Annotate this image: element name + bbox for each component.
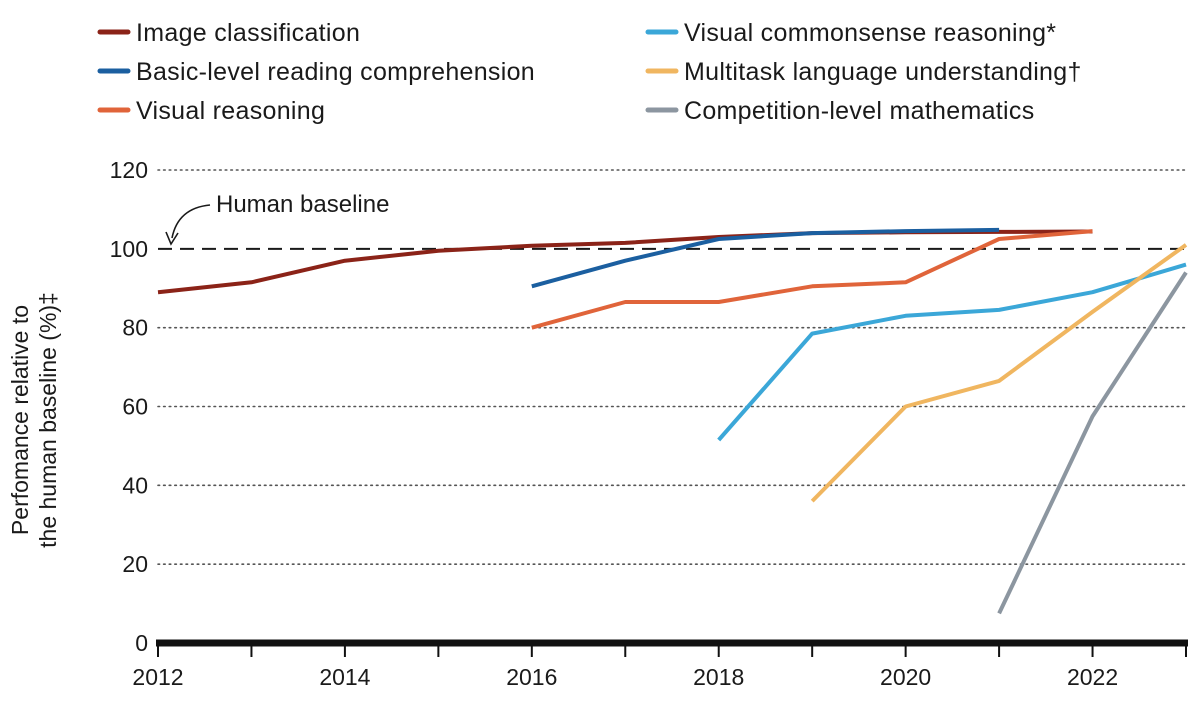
legend-label-visual-commonsense-reasoning: Visual commonsense reasoning* [684, 19, 1056, 47]
legend-label-image-classification: Image classification [136, 19, 360, 47]
legend-label-multitask-language-understanding: Multitask language understanding† [684, 58, 1082, 86]
baseline-label: Human baseline [216, 191, 389, 218]
series-line-visual-commonsense-reasoning [717, 262, 1187, 442]
legend-label-visual-reasoning: Visual reasoning [136, 97, 325, 125]
y-tick-label-120: 120 [110, 157, 148, 183]
legend: Image classification Visual commonsense r… [97, 19, 1082, 125]
series-lines [157, 227, 1188, 615]
legend-label-competition-level-mathematics: Competition-level mathematics [684, 97, 1035, 125]
x-tick-label-2018: 2018 [693, 664, 744, 690]
gridlines [157, 169, 1187, 565]
series-line-visual-reasoning [531, 229, 1093, 330]
x-tick-label-2020: 2020 [880, 664, 931, 690]
y-tick-label-40: 40 [122, 472, 148, 498]
legend-label-basic-level-reading-comprehension: Basic-level reading comprehension [136, 58, 535, 86]
baseline-arrow [171, 204, 211, 239]
axes: 0 20 40 60 80 100 120 Perfomance relative to the… [7, 157, 1188, 690]
series-line-competition-level-mathematics [997, 271, 1188, 615]
y-tick-label-60: 60 [122, 394, 148, 420]
series-line-multitask-language-understanding [810, 243, 1188, 503]
x-tick-label-2014: 2014 [319, 664, 370, 690]
baseline-arrow-head [165, 231, 179, 246]
y-tick-label-80: 80 [122, 315, 148, 341]
y-tick-label-0: 0 [135, 630, 148, 656]
x-tick-label-2012: 2012 [132, 664, 183, 690]
y-axis-title-line-1: Perfomance relative to [7, 305, 33, 535]
y-tick-label-100: 100 [110, 236, 148, 262]
x-tick-label-2022: 2022 [1067, 664, 1118, 690]
series-line-basic-level-reading-comprehension [531, 227, 1000, 289]
y-tick-label-20: 20 [122, 551, 148, 577]
x-tick-label-2016: 2016 [506, 664, 557, 690]
y-axis-title-line-2: the human baseline (%)‡ [35, 292, 61, 548]
